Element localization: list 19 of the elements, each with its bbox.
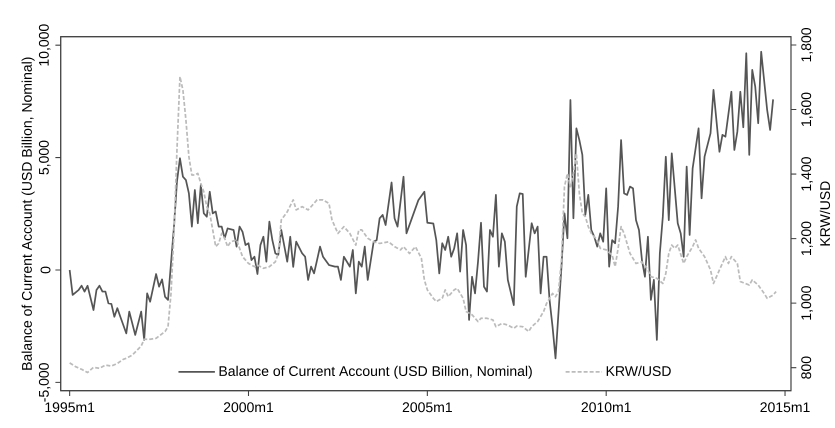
legend-label: Balance of Current Account (USD Billion, Nominal) <box>220 366 532 379</box>
x-tick-label: 2015m1 <box>760 402 810 412</box>
x-tick-label: 2005m1 <box>402 402 452 412</box>
y-axis-title: Balance of Current Account (USD Billion, Nominal) <box>22 57 35 370</box>
x-tick-label: 1995m1 <box>45 402 94 412</box>
y2-tick-label: 1,600 <box>801 92 813 126</box>
y-tick-label: -5,000 <box>38 363 50 402</box>
y2-tick-label: 1,200 <box>801 222 813 256</box>
y2-tick-label: 1,000 <box>801 286 813 320</box>
y2-tick-label: 800 <box>801 356 812 379</box>
x-tick-label: 2000m1 <box>224 402 274 412</box>
y2-tick-label: 1,800 <box>801 28 813 62</box>
y2-tick-label: 1,400 <box>801 157 813 191</box>
y-tick-label: 10,000 <box>38 24 50 66</box>
y2-axis-title: KRW/USD <box>820 181 830 246</box>
x-tick-label: 2010m1 <box>582 402 631 412</box>
legend-label: KRW/USD <box>606 366 671 376</box>
y-tick-label: 0 <box>40 266 50 274</box>
y-tick-label: 5,000 <box>38 140 50 175</box>
